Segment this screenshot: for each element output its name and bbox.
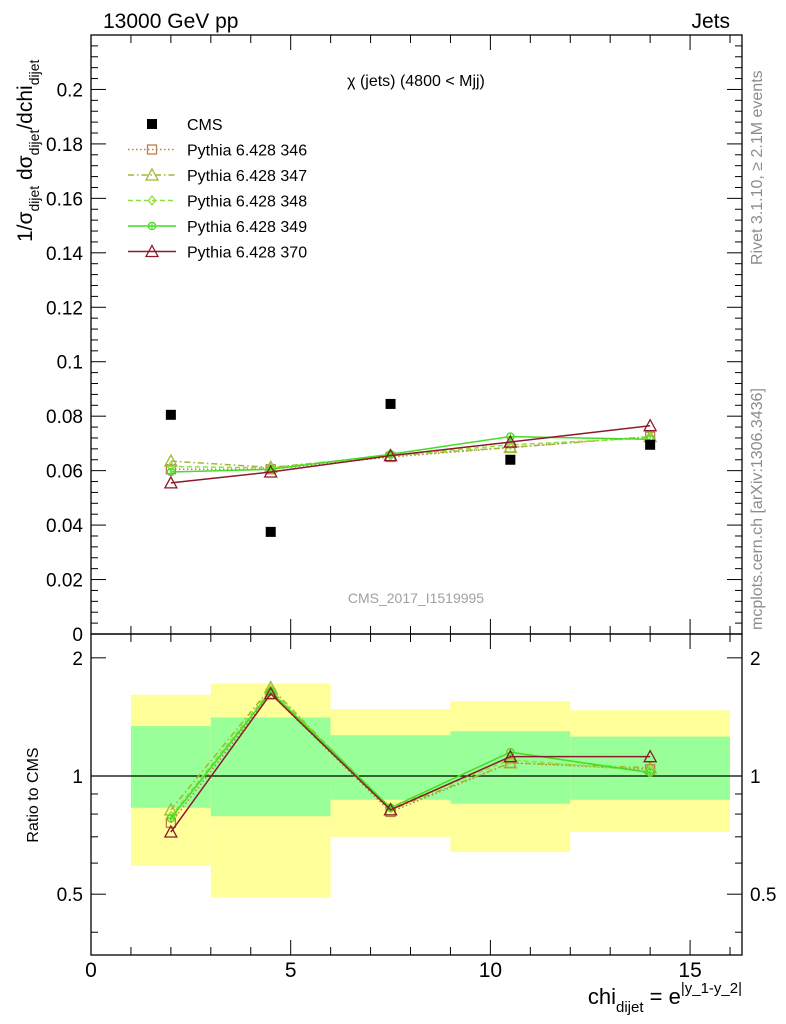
main-axes: 0 0.02 0.04 0.06 0.08 0.1 0.12 0.14 0.16 0.18 0.2 — [46, 35, 742, 646]
watermark: CMS_2017_I1519995 — [348, 590, 484, 606]
legend-marker-2 — [147, 194, 157, 207]
cms-point — [645, 439, 656, 450]
legend: CMS Pythia 6.428 346 Pythia 6.428 347 Pythi… — [128, 117, 307, 262]
ratio-point-4 — [163, 824, 178, 838]
ratio-ytick-label: 0.5 — [57, 885, 83, 906]
cms-point — [385, 398, 396, 409]
ratio-bands — [91, 683, 742, 898]
main-ytick-label: 0 — [72, 625, 83, 646]
ylabel-sub-2: dijet — [26, 130, 42, 156]
ratio-point-3 — [166, 814, 176, 823]
main-title: χ (jets) (4800 < Mjj) — [347, 73, 485, 90]
series-point-2 — [506, 439, 515, 451]
main-ylabel: 1/σdijet dσdijet/dchidijet — [14, 60, 42, 242]
ratio-point-1 — [503, 755, 518, 769]
ratio-ylabel: Ratio to CMS — [25, 747, 42, 842]
main-ytick-label: 0.2 — [57, 80, 83, 101]
ylabel-sub-1: dijet — [26, 186, 42, 212]
ratio-ytick-label-right: 0.5 — [750, 885, 776, 906]
cms-point — [505, 454, 516, 465]
band-inner-1 — [210, 717, 331, 817]
ratio-panel: 0.5 0.5 1 1 2 2 0 5 10 15 Ratio to CMS chidijet =… — [25, 633, 776, 1016]
series-point-4 — [503, 434, 518, 448]
series-point-1 — [163, 453, 178, 467]
ratio-ytick-label-right: 2 — [750, 649, 761, 670]
ratio-axes: 0.5 0.5 1 1 2 2 0 5 10 15 — [57, 634, 776, 982]
series-point-4 — [643, 418, 658, 432]
x-tick-label: 10 — [479, 959, 502, 982]
ratio-ytick-label: 2 — [72, 649, 83, 670]
x-tick-label: 5 — [285, 959, 297, 982]
main-ytick-label: 0.04 — [46, 516, 83, 537]
ratio-line-4 — [170, 692, 651, 833]
x-axis-label: chidijet = e|y_1-y_2| — [588, 980, 742, 1016]
ratio-ytick-label: 1 — [72, 767, 83, 788]
main-ytick-label: 0.12 — [46, 298, 83, 319]
cms-point — [165, 409, 176, 420]
ratio-frame — [90, 633, 743, 956]
main-marks — [163, 398, 658, 537]
rivet-label: Rivet 3.1.10, ≥ 2.1M events — [749, 70, 766, 265]
ratio-point-4 — [643, 749, 658, 763]
ylabel-sub-3: dijet — [26, 60, 42, 86]
legend-label-3: Pythia 6.428 349 — [187, 219, 307, 236]
legend-label-4: Pythia 6.428 370 — [187, 245, 307, 262]
main-ytick-label: 0.18 — [46, 135, 83, 156]
ratio-line-0 — [170, 692, 651, 824]
ratio-point-4 — [503, 749, 518, 763]
ratio-point-4 — [383, 802, 398, 816]
xlabel-sup: |y_1-y_2| — [681, 980, 742, 997]
series-point-4 — [163, 475, 178, 489]
xlabel-chi: chi — [588, 984, 616, 1009]
ratio-marks — [163, 680, 658, 838]
band-inner-4 — [570, 736, 731, 800]
legend-label-1: Pythia 6.428 347 — [187, 168, 307, 185]
legend-label-2: Pythia 6.428 348 — [187, 194, 307, 211]
series-line-4 — [170, 424, 651, 484]
legend-marker-0 — [146, 144, 158, 155]
legend-marker-cms — [147, 119, 157, 129]
series-point-4 — [383, 448, 398, 462]
process-label: Jets — [691, 10, 730, 33]
ylabel-part-1: 1/σ — [14, 211, 37, 242]
main-ytick-label: 0.1 — [57, 353, 83, 374]
series-point-4 — [263, 464, 278, 478]
xlabel-eq: = e — [644, 984, 681, 1009]
mcplots-label: mcplots.cern.ch [arXiv:1306.3436] — [749, 388, 766, 630]
ylabel-part-2: dσ — [14, 155, 37, 186]
main-ytick-label: 0.06 — [46, 462, 83, 483]
legend-marker-3 — [147, 221, 157, 231]
xlabel-sub: dijet — [616, 999, 644, 1016]
ratio-point-4 — [263, 686, 278, 700]
ylabel-part-3: /dchi — [14, 85, 37, 129]
legend-label-cms: CMS — [187, 117, 223, 134]
legend-label-0: Pythia 6.428 346 — [187, 143, 307, 160]
legend-marker-1 — [144, 167, 160, 181]
legend-marker-4 — [144, 244, 160, 258]
ratio-point-3 — [645, 768, 655, 777]
x-tick-label: 15 — [678, 959, 701, 982]
cms-point — [265, 526, 276, 537]
main-ytick-label: 0.16 — [46, 189, 83, 210]
ratio-ytick-label-right: 1 — [750, 767, 761, 788]
main-ytick-label: 0.14 — [46, 244, 83, 265]
energy-label: 13000 GeV pp — [103, 10, 238, 33]
main-panel: 00.020.040.060.080.10.120.140.160.180.2 … — [14, 34, 743, 646]
x-tick-label: 0 — [85, 959, 97, 982]
band-inner-0 — [130, 726, 211, 808]
main-ytick-label: 0.08 — [46, 407, 83, 428]
main-ytick-label: 0.02 — [46, 571, 83, 592]
